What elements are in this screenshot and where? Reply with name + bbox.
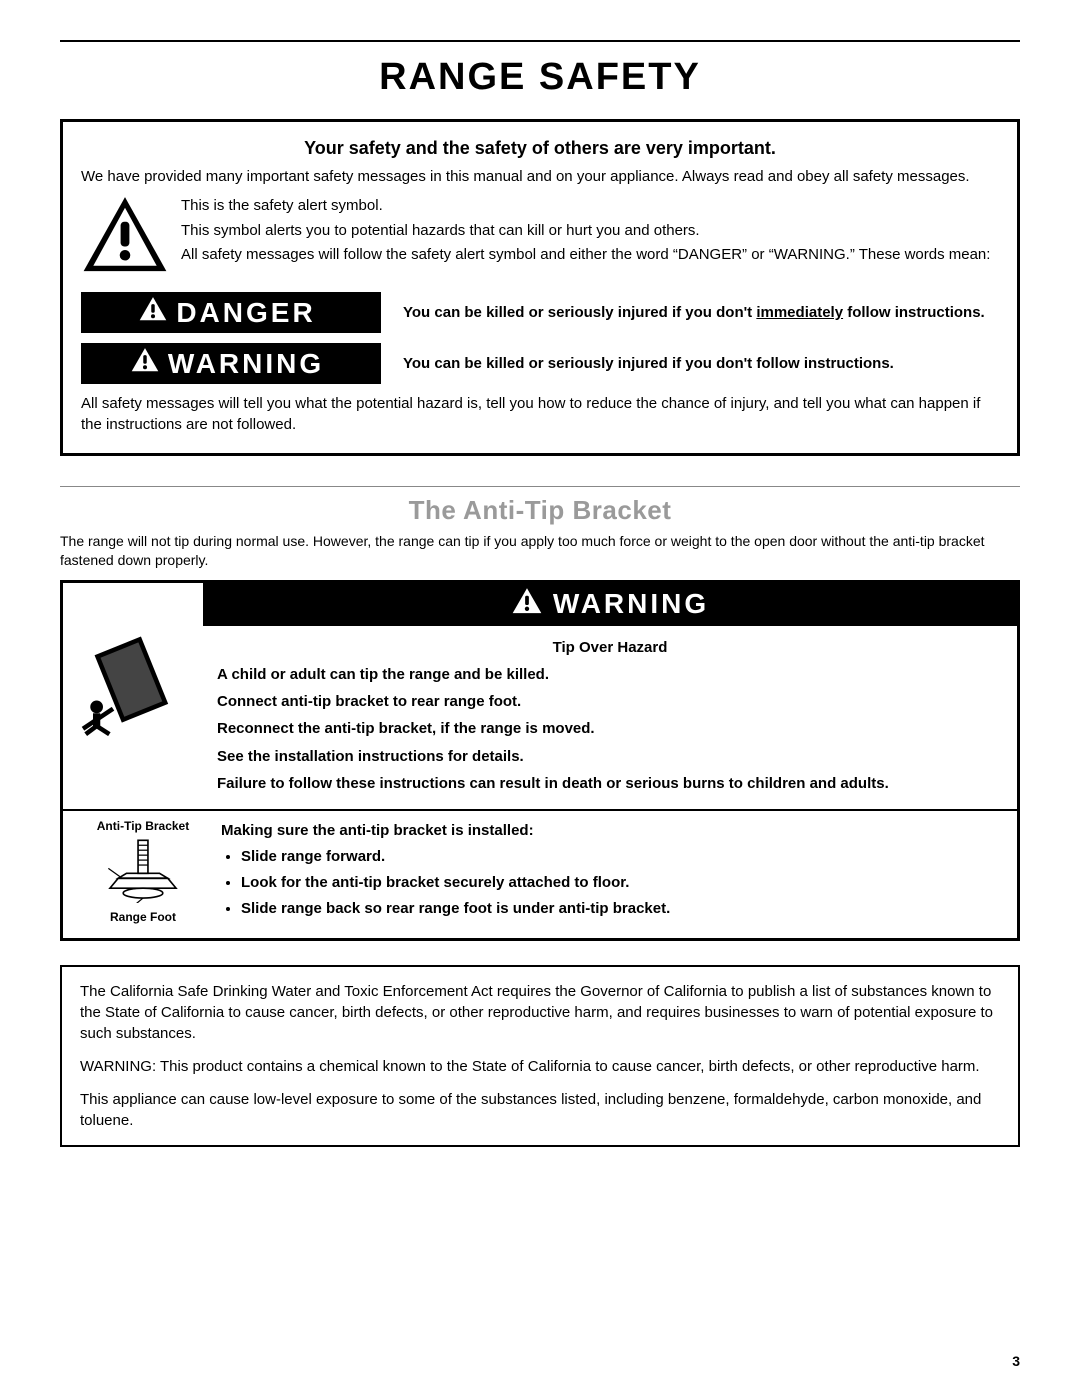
alert-symbol-row: This is the safety alert symbol. This sy… [81,195,999,280]
california-p2: WARNING: This product contains a chemica… [80,1056,1000,1077]
install-item-3: Slide range back so rear range foot is u… [241,897,1003,921]
california-notice-box: The California Safe Drinking Water and T… [60,965,1020,1147]
antitip-intro: The range will not tip during normal use… [60,532,1020,570]
install-item-2: Look for the anti-tip bracket securely a… [241,871,1003,895]
safety-alert-icon [81,195,169,280]
california-p3: This appliance can cause low-level expos… [80,1089,1000,1131]
alert-line-1: This is the safety alert symbol. [181,195,990,218]
danger-signal-row: DANGER You can be killed or seriously in… [81,292,999,333]
page: RANGE SAFETY Your safety and the safety … [0,0,1080,1397]
warning-description: You can be killed or seriously injured i… [403,354,999,374]
bracket-label-top: Anti-Tip Bracket [73,819,213,833]
alert-line-3: All safety messages will follow the safe… [181,244,990,267]
alert-triangle-icon [130,347,160,380]
danger-desc-pre: You can be killed or seriously injured i… [403,304,756,321]
hazard-line-3: Reconnect the anti-tip bracket, if the r… [217,717,1003,740]
hazard-title: Tip Over Hazard [217,636,1003,659]
alert-triangle-icon [511,587,543,622]
warning-label: WARNING [81,343,381,384]
section-rule [60,486,1020,487]
hazard-line-4: See the installation instructions for de… [217,745,1003,768]
tip-over-icon [63,626,203,810]
safety-importance-box: Your safety and the safety of others are… [60,119,1020,456]
page-title: RANGE SAFETY [60,56,1020,99]
bracket-diagram: Anti-Tip Bracket Range Foot [73,819,213,924]
anti-tip-bracket-icon [98,837,188,903]
antitip-banner-text: WARNING [553,588,709,620]
antitip-hazard-text: Tip Over Hazard A child or adult can tip… [203,626,1017,810]
alert-line-2: This symbol alerts you to potential haza… [181,220,990,243]
install-list: Slide range forward. Look for the anti-t… [221,845,1003,921]
antitip-hazard-row: Tip Over Hazard A child or adult can tip… [63,626,1017,810]
alert-symbol-text: This is the safety alert symbol. This sy… [181,195,990,280]
hazard-line-1: A child or adult can tip the range and b… [217,663,1003,686]
california-p1: The California Safe Drinking Water and T… [80,981,1000,1044]
install-lead: Making sure the anti-tip bracket is inst… [221,819,1003,843]
safety-closing: All safety messages will tell you what t… [81,394,999,435]
bracket-label-bottom: Range Foot [73,910,213,924]
warning-signal-row: WARNING You can be killed or seriously i… [81,343,999,384]
danger-description: You can be killed or seriously injured i… [403,303,999,323]
danger-label: DANGER [81,292,381,333]
hazard-line-5: Failure to follow these instructions can… [217,772,1003,795]
install-item-1: Slide range forward. [241,845,1003,869]
antitip-warning-banner: WARNING [203,583,1017,626]
top-rule [60,40,1020,42]
safety-intro: We have provided many important safety m… [81,167,999,187]
antitip-section-title: The Anti-Tip Bracket [60,495,1020,526]
danger-desc-underline: immediately [756,304,843,321]
antitip-install-text: Making sure the anti-tip bracket is inst… [213,819,1003,924]
safety-heading: Your safety and the safety of others are… [81,138,999,159]
danger-label-text: DANGER [176,297,315,329]
warning-label-text: WARNING [168,348,324,380]
antitip-warning-box: WARNING Tip Over Haza [60,580,1020,942]
hazard-line-2: Connect anti-tip bracket to rear range f… [217,690,1003,713]
alert-triangle-icon [138,296,168,329]
danger-desc-post: follow instructions. [843,304,985,321]
page-number: 3 [1012,1353,1020,1369]
antitip-install-row: Anti-Tip Bracket Range Foot Mak [63,811,1017,938]
